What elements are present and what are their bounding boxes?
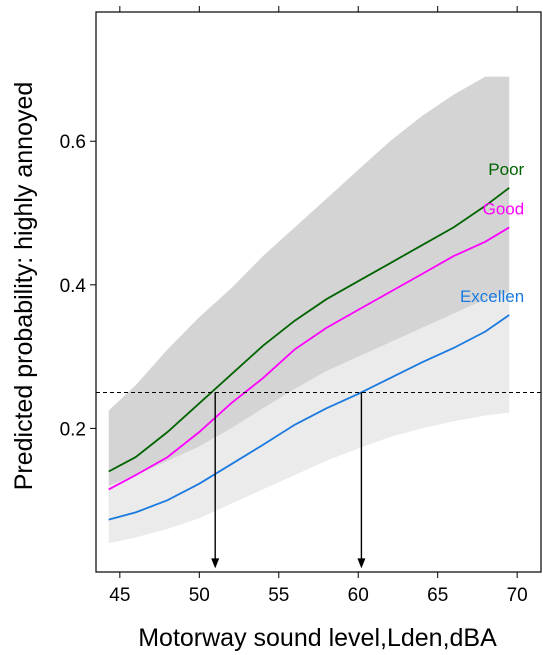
series-lines xyxy=(108,187,510,521)
y-tick-label-2: 0.6 xyxy=(60,132,86,153)
arrow-head-0 xyxy=(211,558,220,569)
plot-frame xyxy=(95,11,542,573)
x-tick-label-0: 45 xyxy=(109,585,130,606)
y-axis: 0.2 0.4 0.6 xyxy=(60,132,96,440)
arrow-head-1 xyxy=(357,558,366,569)
series-line-2 xyxy=(108,314,510,521)
x-axis: 45 50 55 60 65 70 xyxy=(109,6,528,606)
series-label-1: Good xyxy=(483,199,525,218)
y-axis-title: Predicted probability: highly annoyed xyxy=(10,82,38,491)
series-line-0 xyxy=(108,187,510,473)
band-0 xyxy=(108,76,510,508)
x-axis-title: Motorway sound level,Lden,dBA xyxy=(138,624,497,652)
y-tick-label-0: 0.2 xyxy=(60,419,86,440)
reference-marks xyxy=(96,392,541,569)
x-tick-label-3: 60 xyxy=(348,585,369,606)
x-tick-label-1: 50 xyxy=(189,585,210,606)
x-tick-label-2: 55 xyxy=(268,585,289,606)
series-label-2: Excellen xyxy=(460,287,524,306)
series-line-1 xyxy=(108,226,510,491)
x-tick-label-4: 65 xyxy=(427,585,448,606)
series-labels: Poor Good Excellen xyxy=(460,160,525,306)
x-tick-label-5: 70 xyxy=(507,585,528,606)
y-tick-label-1: 0.4 xyxy=(60,276,87,297)
series-label-0: Poor xyxy=(488,160,524,179)
